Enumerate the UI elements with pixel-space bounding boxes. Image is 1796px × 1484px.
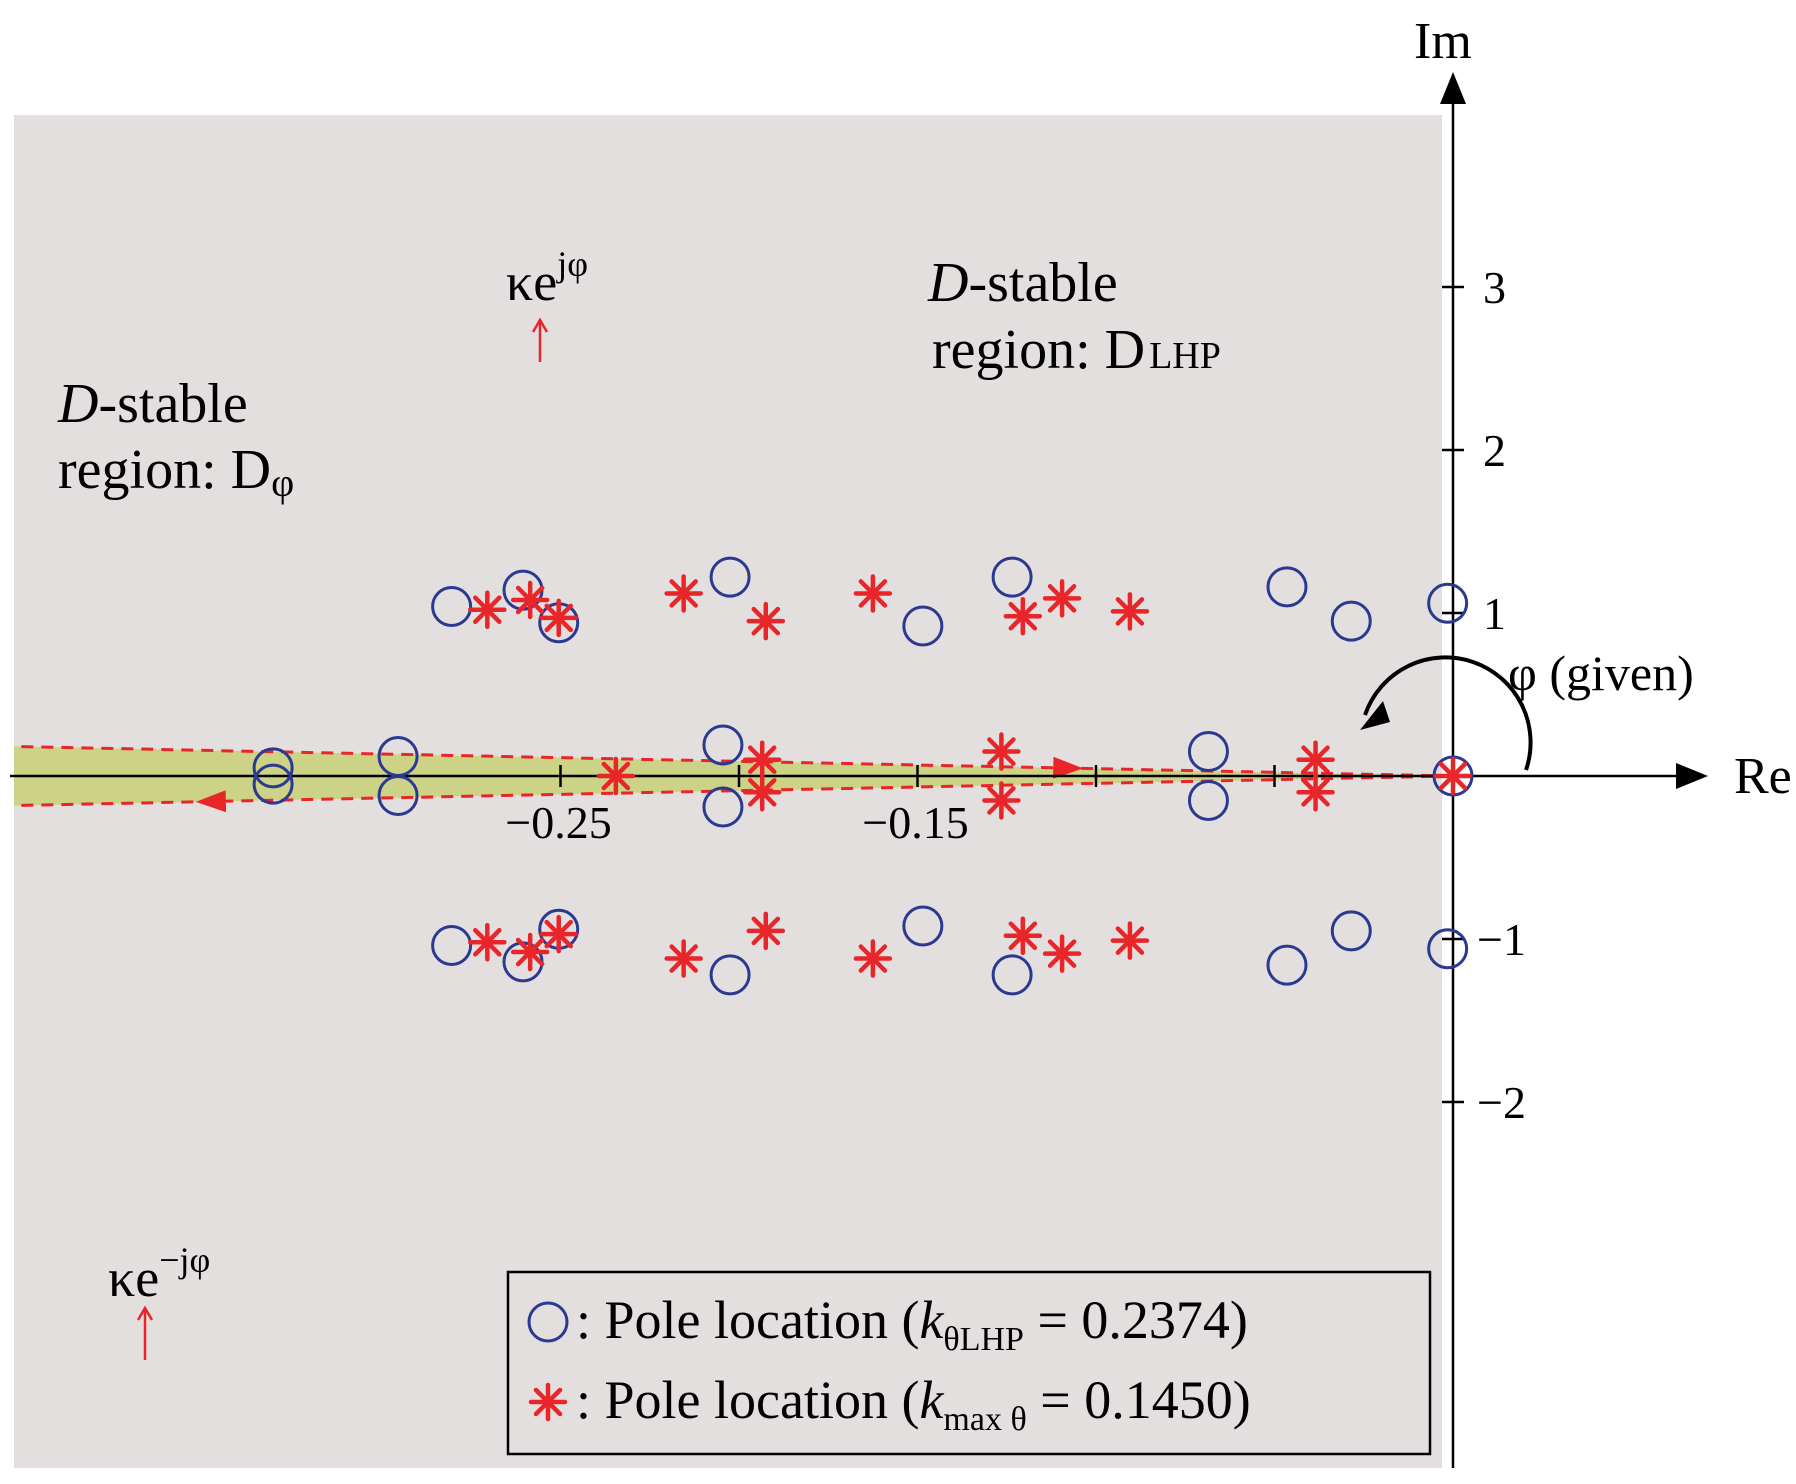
legend-circle-marker [527, 1301, 569, 1343]
pole-marker-max [982, 732, 1021, 771]
y-tick-label: 1 [1483, 588, 1506, 639]
x-tick-label: −0.15 [862, 797, 968, 848]
pole-marker-max [1042, 579, 1082, 618]
y-tick-label: 3 [1483, 262, 1506, 313]
y-tick-label: −1 [1477, 914, 1526, 965]
legend-asterisk-marker [528, 1382, 568, 1422]
legend-entry-max: : Pole location (kmax θ = 0.1450) [576, 1370, 1251, 1438]
x-axis-arrow [1676, 763, 1708, 789]
pole-marker-LHP [431, 925, 473, 967]
phi-region-label-line2: region: Dφ [58, 439, 294, 505]
pole-marker-LHP [431, 585, 473, 627]
pole-marker-LHP [1330, 910, 1372, 952]
pole-marker-LHP [709, 556, 751, 598]
lhp-region-label-line1: D-stable [927, 252, 1118, 314]
y-tick-label: −2 [1477, 1077, 1526, 1128]
pole-marker-LHP [252, 747, 294, 789]
pole-marker-LHP [1427, 582, 1469, 624]
pole-marker-LHP [902, 905, 944, 947]
pole-marker-max [510, 580, 550, 620]
pole-marker-max [742, 773, 782, 812]
pole-marker-max [539, 914, 578, 954]
y-axis-arrow [1440, 72, 1466, 104]
x-axis-label: Re [1734, 748, 1792, 805]
axis-tick-labels: −0.25 −0.15 3 2 1 −1 −2 [505, 262, 1526, 1128]
pole-marker-max [746, 601, 786, 641]
angle-label: φ (given) [1508, 645, 1694, 701]
pole-marker-max [468, 923, 507, 962]
pole-marker-LHP [1330, 600, 1372, 642]
pole-marker-max [664, 939, 703, 978]
legend-box [506, 1270, 1432, 1456]
legend-marker-lhp [527, 1301, 569, 1343]
pole-marker-LHP [1266, 944, 1308, 986]
pole-marker-max [1110, 921, 1150, 960]
angle-arc-arrowhead [1360, 701, 1390, 730]
upper-boundary-label: κejφ [506, 244, 588, 312]
pole-marker-max [596, 756, 636, 796]
pole-marker-max [746, 911, 786, 951]
y-tick-label: 2 [1483, 425, 1506, 476]
pole-marker-max [539, 598, 578, 638]
pole-marker-max [742, 740, 782, 779]
pole-marker-max [1296, 773, 1335, 812]
pole-marker-LHP [1187, 731, 1229, 773]
pole-marker-LHP [709, 954, 751, 996]
pole-marker-LHP [1187, 779, 1229, 821]
lower-normal-arrowhead [136, 1305, 154, 1321]
legend: : Pole location (kθLHP = 0.2374) : Pole … [506, 1270, 1432, 1456]
pole-marker-max [468, 590, 507, 629]
pole-markers [252, 556, 1474, 996]
pole-marker-LHP [991, 954, 1033, 996]
pole-marker-max [1042, 934, 1082, 973]
pole-marker-max [853, 574, 893, 613]
lhp-region-label-line2: region: D LHP [932, 319, 1221, 381]
pole-marker-LHP [702, 786, 744, 828]
pole-marker-LHP [252, 763, 294, 805]
lower-boundary-label: κe−jφ [108, 1240, 210, 1308]
pole-marker-LHP [377, 775, 419, 817]
phi-region-label-line1: D-stable [57, 373, 248, 435]
legend-marker-max [528, 1382, 568, 1422]
axis-ticks [559, 285, 1464, 1104]
pole-marker-max [510, 932, 550, 972]
pole-marker-max [853, 939, 893, 978]
pole-marker-max [1433, 756, 1473, 796]
upper-boundary-arrowhead [1053, 756, 1084, 779]
pole-marker-max [1110, 592, 1150, 631]
pole-marker-LHP [702, 724, 744, 766]
pole-marker-LHP [1427, 928, 1469, 970]
pole-marker-max [982, 781, 1021, 820]
upper-normal-arrowhead [531, 317, 549, 333]
legend-entry-lhp: : Pole location (kθLHP = 0.2374) [576, 1290, 1248, 1358]
pole-marker-max [1003, 916, 1043, 955]
pole-marker-max [664, 574, 703, 613]
pole-marker-LHP [1266, 566, 1308, 608]
pole-marker-max [1003, 597, 1043, 636]
pole-marker-LHP [991, 556, 1033, 598]
lower-boundary-arrowhead [195, 790, 227, 813]
angle-arc [1363, 655, 1533, 771]
y-axis-label: Im [1414, 13, 1472, 70]
pole-marker-LHP [902, 605, 944, 647]
pole-marker-max [1296, 740, 1335, 779]
series-max [468, 574, 1473, 978]
x-tick-label: −0.25 [505, 797, 611, 848]
